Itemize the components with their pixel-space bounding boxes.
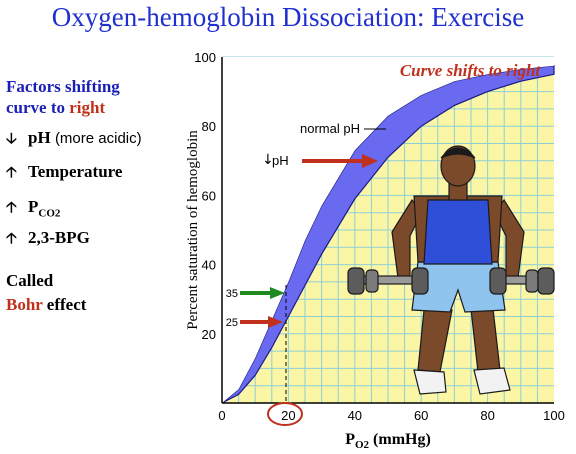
factors-heading-line2: curve to right xyxy=(6,97,174,118)
factors-panel: Factors shifting curve to right 🡣 pH (mor… xyxy=(6,76,174,314)
factor-ph-label: pH xyxy=(28,128,51,147)
y-tick-label: 60 xyxy=(202,188,216,203)
factor-temperature-label: Temperature xyxy=(28,162,123,181)
up-arrow-icon: 🡡 xyxy=(6,163,17,181)
x-axis-label-unit: (mmHg) xyxy=(373,431,431,448)
y-tick-label: 40 xyxy=(202,258,216,273)
factor-pco2-label: P xyxy=(28,197,39,216)
up-arrow-icon: 🡡 xyxy=(6,198,17,216)
x-tick-label: 0 xyxy=(218,408,225,423)
x-tick-label: 80 xyxy=(480,408,494,423)
green-arrow-35-head xyxy=(270,287,285,299)
factor-ph-note: (more acidic) xyxy=(54,130,142,147)
shift-band xyxy=(221,65,555,404)
effect-suffix: effect xyxy=(42,295,87,314)
factors-heading-line1: Factors shifting xyxy=(6,77,120,96)
red-arrow-25-head xyxy=(268,316,283,328)
bohr-effect: Bohr effect xyxy=(6,295,86,315)
page-title: Oxygen-hemoglobin Dissociation: Exercise xyxy=(51,2,525,32)
up-arrow-icon: 🡡 xyxy=(6,229,17,247)
annotation-35-label: 35 xyxy=(226,288,238,300)
annotation-25-label: 25 xyxy=(226,317,238,329)
x-tick-label: 20 xyxy=(281,408,295,423)
series-label-normal-ph: normal pH xyxy=(300,121,360,136)
heading-prefix: curve to xyxy=(6,98,70,117)
x20-highlight-circle xyxy=(267,402,303,426)
y-tick-label: 80 xyxy=(202,119,216,134)
x-axis-label-sub: O2 xyxy=(355,439,370,451)
factor-bpg: 🡡 2,3-BPG xyxy=(6,228,90,248)
factors-heading: Factors shifting curve to right xyxy=(6,76,174,118)
factor-temperature: 🡡 Temperature xyxy=(6,162,122,182)
down-arrow-icon: 🡣 xyxy=(6,129,17,147)
red-arrow-ph-head xyxy=(362,154,378,168)
series-label-ph: pH xyxy=(272,153,289,168)
axis-ticks: 0 20 40 60 80 100 20 40 60 80 100 xyxy=(194,50,565,423)
upper-area xyxy=(222,57,554,403)
y-axis-label: Percent saturation of hemoglobin xyxy=(185,130,201,330)
called-label: Called xyxy=(6,271,54,290)
down-arrow-icon: ↓ xyxy=(262,152,274,168)
factor-pco2: 🡡 PCO2 xyxy=(6,197,60,223)
factor-pco2-subscript: CO2 xyxy=(38,207,61,220)
x-tick-label: 60 xyxy=(414,408,428,423)
x-tick-label: 100 xyxy=(543,408,565,423)
y-tick-label: 100 xyxy=(194,50,216,65)
y-tick-label: 20 xyxy=(202,327,216,342)
heading-emphasis-right: right xyxy=(69,98,106,117)
x-tick-label: 40 xyxy=(348,408,362,423)
x-axis-label: PO2 (mmHg) xyxy=(345,431,431,451)
x-axis-label-p: P xyxy=(345,431,355,448)
factor-ph: 🡣 pH (more acidic) xyxy=(6,128,142,149)
bohr-name: Bohr xyxy=(6,295,43,314)
factor-bpg-label: 2,3-BPG xyxy=(28,228,90,247)
banner-text: Curve shifts to right xyxy=(400,61,542,80)
weightlifter-figure xyxy=(347,145,555,395)
